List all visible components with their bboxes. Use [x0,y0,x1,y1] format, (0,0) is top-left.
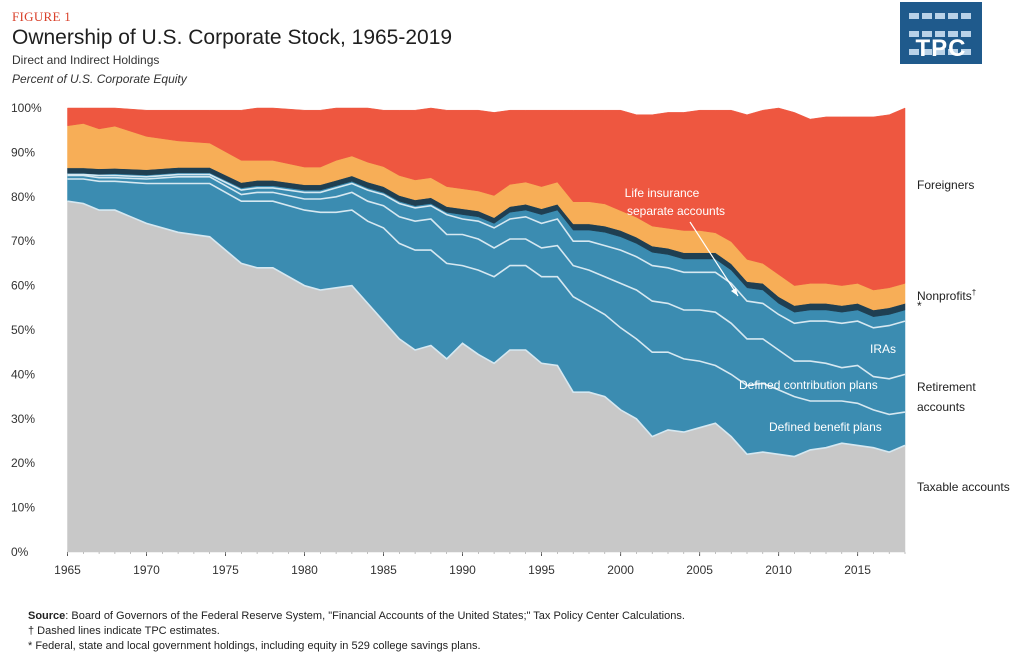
y-tick-label: 20% [11,456,35,470]
stacked-area-chart: 0%10%20%30%40%50%60%70%80%90%100% 1965 19… [11,101,906,577]
unit-label: Percent of U.S. Corporate Equity [12,72,187,86]
y-tick-label: 90% [11,145,35,159]
series-boundaries [67,173,906,458]
y-tick-label: 60% [11,279,35,293]
x-tick-label: 1995 [528,563,555,577]
x-tick-label: 1985 [370,563,397,577]
annotations: Life insurance separate accounts IRAs De… [625,186,896,434]
y-axis: 0% 10% 20% 30% 40% 50% 60% 70% 80% 90% 100% [11,101,42,559]
y-tick-label: 10% [11,501,35,515]
area-foreigners [67,107,906,291]
x-tick-label: 2010 [765,563,792,577]
y-tick-label: 80% [11,190,35,204]
chart-title: Ownership of U.S. Corporate Stock, 1965-… [12,26,453,49]
x-tick-label: 1970 [133,563,160,577]
y-tick-label: 40% [11,367,35,381]
chart-subtitle: Direct and Indirect Holdings [12,53,160,67]
tpc-logo: TPC [900,2,982,64]
x-tick-label: 1975 [212,563,239,577]
footer-note-star: * Federal, state and local government ho… [28,640,481,652]
boundary-line-1 [67,178,906,416]
legend-retirement-line1: Retirement [917,380,976,394]
label-defined-contribution: Defined contribution plans [739,378,878,392]
label-life-insurance-line2: separate accounts [627,204,725,218]
legend-nonprofits-mark: † [971,288,977,297]
boundary-line-0 [67,200,906,458]
y-tick-label: 0% [11,545,29,559]
boundary-line-3 [67,173,906,329]
source-text: : Board of Governors of the Federal Rese… [65,610,685,622]
y-tick-label: 100% [11,101,42,115]
x-tick-label: 1980 [291,563,318,577]
logo-grid-icon [907,8,975,62]
legend-government: * [917,299,922,313]
footer-note-dagger: † Dashed lines indicate TPC estimates. [28,625,220,637]
legend-nonprofits-text: Nonprofits [917,289,972,303]
label-iras: IRAs [870,342,896,356]
legend-nonprofits: Nonprofits† [917,283,976,306]
boundary-line-2 [67,174,906,380]
x-axis: 1965 1970 1975 1980 1985 1990 1995 2000 2005 2010… [54,552,906,577]
life-insurance-arrow [689,221,739,297]
source-label: Source [28,610,66,622]
legend-foreigners: Foreigners [917,178,975,192]
legend-retirement-line2: accounts [917,400,966,414]
footer-source: Source: Board of Governors of the Federa… [28,610,685,622]
x-tick-label: 1990 [449,563,476,577]
area-layers [67,107,906,553]
x-tick-label: 2005 [686,563,713,577]
legend-taxable: Taxable accounts [917,480,1010,494]
label-defined-benefit: Defined benefit plans [769,420,882,434]
x-tick-label: 1965 [54,563,81,577]
y-tick-label: 50% [11,323,35,337]
y-tick-label: 70% [11,234,35,248]
y-tick-label: 30% [11,412,35,426]
x-tick-label: 2015 [844,563,871,577]
figure-label: FIGURE 1 [12,9,72,24]
life-insurance-arrowhead [731,288,738,296]
x-tick-label: 2000 [607,563,634,577]
label-life-insurance-line1: Life insurance [625,186,700,200]
logo-text: TPC [915,35,967,62]
